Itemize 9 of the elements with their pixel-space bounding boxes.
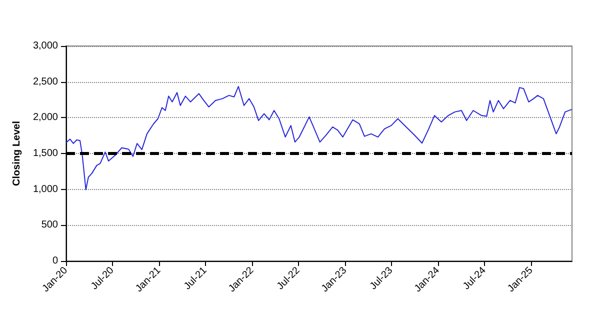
y-tick-label: 500 (41, 220, 58, 231)
y-tick-label: 1,500 (32, 148, 58, 159)
y-tick-label: 1,000 (32, 184, 58, 195)
y-tick-label: 2,000 (32, 112, 58, 124)
y-axis-title: Closing Level (12, 120, 23, 186)
y-tick-label: 3,000 (32, 40, 58, 52)
y-tick-label: 0 (52, 256, 58, 266)
line-series (66, 86, 572, 190)
y-tick-label: 2,500 (32, 76, 58, 88)
